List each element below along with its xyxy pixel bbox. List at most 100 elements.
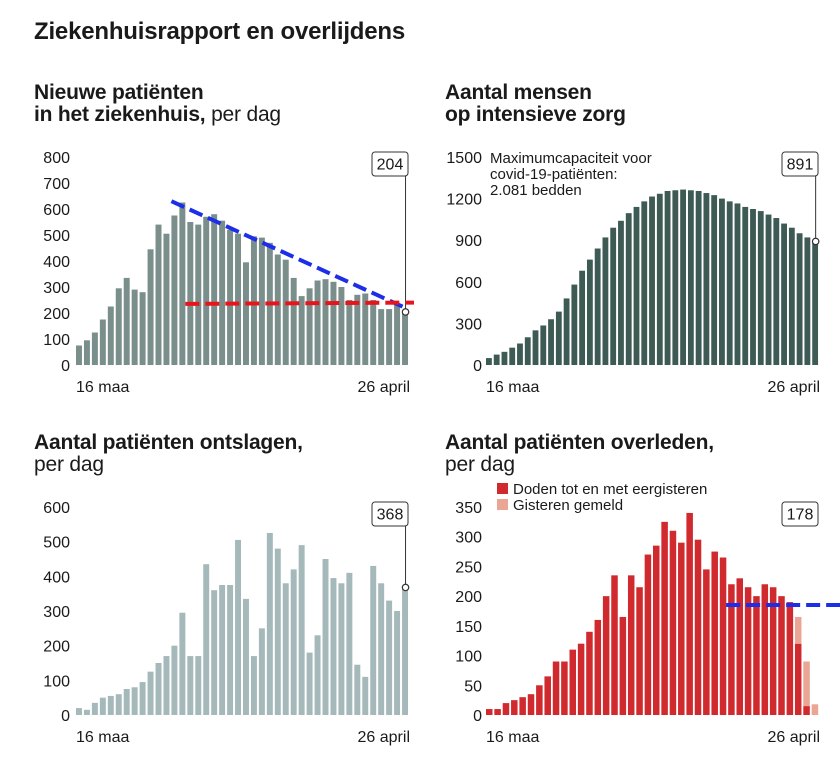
admissions-bar xyxy=(187,222,194,365)
icu-bar xyxy=(742,206,749,365)
deaths-bar-base xyxy=(627,575,635,715)
admissions-annotation-red-dashed-line xyxy=(185,300,415,306)
deaths-bar-base xyxy=(561,661,568,715)
admissions-bar xyxy=(171,215,178,365)
admissions-bar xyxy=(139,292,146,365)
deaths-bar-base xyxy=(486,709,493,715)
discharged-bar xyxy=(76,708,82,715)
admissions-callout-box xyxy=(371,151,409,177)
admissions-ytick-label: 700 xyxy=(43,176,70,193)
deaths-bar-base xyxy=(769,587,777,715)
deaths-subtitle: per dag xyxy=(445,453,515,476)
discharged-bar xyxy=(274,548,281,715)
deaths-bar-base xyxy=(719,557,727,715)
discharged-bar xyxy=(211,590,218,715)
deaths-title-line1: Aantal patiënten overleden, xyxy=(445,431,714,454)
icu-bar xyxy=(750,209,756,365)
deaths-legend-label: Gisteren gemeld xyxy=(513,497,623,514)
admissions-bar xyxy=(362,293,369,365)
icu-bar xyxy=(765,214,772,365)
icu-capacity-note-line: 2.081 bedden xyxy=(490,182,582,199)
deaths-bar-base xyxy=(527,694,535,715)
icu-bar xyxy=(579,270,586,365)
admissions-ytick-label: 600 xyxy=(43,202,70,219)
icu-bar xyxy=(664,190,671,365)
discharged-bar xyxy=(266,533,273,715)
discharged-bar xyxy=(139,682,146,715)
discharged-bar xyxy=(346,572,353,715)
icu-bar xyxy=(649,196,655,365)
deaths-ytick-label: 300 xyxy=(455,530,482,547)
icu-title-line1: Aantal mensen xyxy=(445,81,592,104)
admissions-bar xyxy=(115,288,122,365)
admissions-bar xyxy=(131,289,138,365)
admissions-ytick-label: 500 xyxy=(43,228,70,245)
discharged-bar xyxy=(282,583,289,715)
deaths-ytick-label: 350 xyxy=(455,500,482,517)
icu-bar xyxy=(540,325,547,365)
admissions-bar xyxy=(386,309,393,365)
deaths-ytick-label: 50 xyxy=(464,678,482,695)
discharged-bar xyxy=(179,612,186,715)
icu-bar xyxy=(726,201,733,365)
icu-xlabel-start: 16 maa xyxy=(486,379,539,396)
icu-title-line2: op intensieve zorg xyxy=(445,103,626,126)
discharged-bar xyxy=(171,645,178,715)
deaths-bar-base xyxy=(736,578,744,715)
discharged-subtitle: per dag xyxy=(34,453,104,476)
icu-bar xyxy=(486,358,492,365)
deaths-bar-reported xyxy=(811,704,819,715)
icu-ytick-label: 1200 xyxy=(446,192,482,209)
admissions-bar xyxy=(243,262,249,365)
deaths-xlabel-end: 26 april xyxy=(768,729,820,746)
admissions-bar xyxy=(179,202,186,365)
discharged-bar xyxy=(147,671,154,715)
admissions-title-line2: in het ziekenhuis, per dag xyxy=(34,104,281,126)
deaths-bar-base xyxy=(653,545,660,715)
discharged-callout-dot xyxy=(401,583,410,592)
deaths-ytick-label: 250 xyxy=(455,559,482,576)
deaths-bar-base xyxy=(803,706,810,715)
deaths-bar-base xyxy=(744,587,752,715)
deaths-bar-base xyxy=(494,709,501,715)
discharged-ytick-label: 100 xyxy=(43,673,70,690)
admissions-bar xyxy=(306,288,313,365)
icu-chart: 0 300 600 900 1200 1500 16 maa 26 april 891 Maxim… xyxy=(446,150,820,396)
admissions-bar xyxy=(314,280,321,365)
deaths-bar-base xyxy=(611,575,618,715)
icu-bar xyxy=(586,259,593,365)
discharged-ytick-label: 600 xyxy=(43,500,70,517)
icu-ytick-label: 1500 xyxy=(446,150,482,167)
admissions-title-line1: Nieuwe patiënten xyxy=(34,81,204,104)
discharged-bar xyxy=(306,652,313,715)
deaths-bar-base xyxy=(577,643,585,715)
admissions-bar xyxy=(282,259,289,365)
icu-bar xyxy=(734,203,741,365)
admissions-xlabel-start: 16 maa xyxy=(76,379,129,396)
discharged-xlabel-start: 16 maa xyxy=(76,729,129,746)
icu-bar xyxy=(804,237,811,365)
admissions-bar xyxy=(83,340,90,365)
icu-bar xyxy=(719,198,725,365)
deaths-bar-base xyxy=(519,697,526,715)
discharged-bar xyxy=(378,583,385,715)
deaths-bar-base xyxy=(786,602,794,715)
icu-bar xyxy=(625,213,632,365)
discharged-bar xyxy=(219,585,226,715)
admissions-callout-value: 204 xyxy=(377,157,404,174)
discharged-bar xyxy=(123,689,130,715)
deaths-bar-base xyxy=(569,649,577,715)
icu-bar xyxy=(757,211,764,365)
deaths-xlabel-start: 16 maa xyxy=(486,729,539,746)
admissions-bar xyxy=(123,277,130,365)
admissions-bar xyxy=(219,220,226,365)
discharged-bar xyxy=(187,656,194,715)
admissions-bar xyxy=(99,319,106,365)
discharged-bar xyxy=(131,687,138,715)
discharged-bar xyxy=(227,585,234,715)
admissions-bar xyxy=(298,296,305,365)
icu-bar xyxy=(812,241,819,365)
deaths-bar-base xyxy=(728,584,735,715)
discharged-bar xyxy=(99,697,106,715)
